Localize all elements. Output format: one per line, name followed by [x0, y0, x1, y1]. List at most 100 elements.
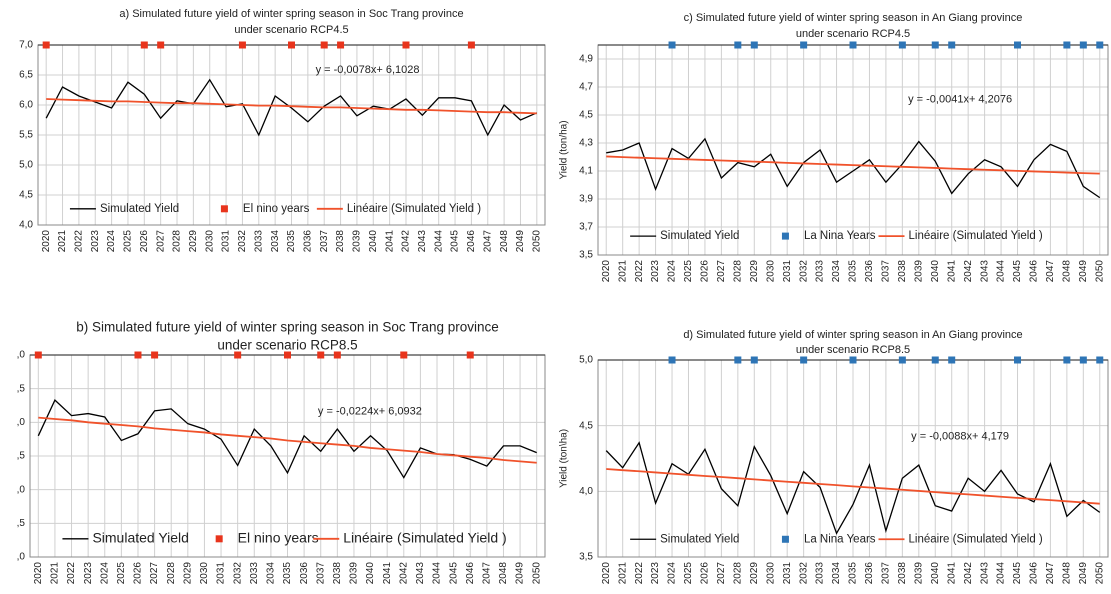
x-tick-label: 2029: [188, 230, 199, 253]
event-marker: [400, 351, 408, 359]
x-tick-label: 2030: [765, 260, 776, 283]
legend-label: Simulated Yield: [660, 533, 739, 545]
x-tick-label: 2027: [155, 230, 166, 253]
x-tick-label: 2023: [650, 562, 661, 585]
x-tick-label: 2035: [286, 230, 297, 253]
x-tick-label: 2028: [732, 562, 743, 585]
x-tick-label: 2021: [50, 562, 61, 585]
x-tick-label: 2022: [634, 260, 645, 283]
legend-swatch: [781, 232, 789, 240]
event-marker: [333, 351, 341, 359]
x-tick-label: 2047: [482, 230, 493, 253]
chart-title: under scenario RCP4.5: [234, 24, 348, 36]
x-tick-label: 2027: [716, 260, 727, 283]
x-tick-label: 2044: [996, 562, 1007, 585]
x-tick-label: 2047: [1045, 260, 1056, 283]
y-tick-label: 5,5: [19, 130, 33, 141]
x-tick-label: 2042: [963, 260, 974, 283]
x-tick-label: 2048: [1062, 260, 1073, 283]
trend-equation: y = -0,0078x+ 6,1028: [316, 64, 420, 76]
x-tick-label: 2037: [881, 562, 892, 585]
event-marker: [931, 356, 939, 364]
event-marker: [898, 41, 906, 49]
x-tick-label: 2025: [116, 562, 127, 585]
chart-title: c) Simulated future yield of winter spri…: [684, 12, 1023, 24]
y-tick-label: 4,5: [19, 190, 33, 201]
event-marker: [668, 41, 676, 49]
x-tick-label: 2025: [683, 260, 694, 283]
x-tick-label: 2026: [700, 260, 711, 283]
event-marker: [734, 356, 742, 364]
x-tick-label: 2034: [270, 230, 281, 253]
y-tick-label: 6,5: [19, 70, 33, 81]
x-tick-label: 2047: [481, 562, 492, 585]
x-tick-label: 2038: [897, 260, 908, 283]
x-tick-label: 2032: [237, 230, 248, 253]
x-tick-label: 2046: [465, 562, 476, 585]
x-tick-label: 2020: [601, 562, 612, 585]
x-tick-label: 2043: [979, 260, 990, 283]
chart-title: under scenario RCP4.5: [796, 28, 910, 40]
x-tick-label: 2024: [667, 562, 678, 585]
x-tick-label: 2024: [106, 230, 117, 253]
x-tick-label: 2045: [1012, 260, 1023, 283]
x-tick-label: 2031: [216, 562, 227, 585]
x-tick-label: 2041: [946, 562, 957, 585]
x-tick-label: 2034: [266, 562, 277, 585]
x-tick-label: 2048: [1062, 562, 1073, 585]
y-tick-label: 4,7: [579, 82, 593, 93]
x-tick-label: 2050: [1094, 562, 1105, 585]
x-tick-label: 2025: [683, 562, 694, 585]
legend-label: La Nina Years: [804, 230, 876, 242]
x-tick-label: 2037: [315, 562, 326, 585]
x-tick-label: 2038: [335, 230, 346, 253]
x-tick-label: 2045: [1012, 562, 1023, 585]
yield-line: [606, 137, 1101, 199]
legend-swatch: [781, 535, 789, 543]
y-tick-label: 5,0: [579, 355, 593, 366]
x-tick-label: 2020: [41, 230, 52, 253]
trend-equation: y = -0,0041x+ 4,2076: [908, 94, 1012, 106]
event-marker: [849, 356, 857, 364]
legend-label: Linéaire (Simulated Yield ): [343, 530, 506, 546]
legend-swatch: [220, 205, 228, 213]
x-tick-label: 2047: [1045, 562, 1056, 585]
x-tick-label: 2029: [749, 260, 760, 283]
x-tick-label: 2024: [667, 260, 678, 283]
x-tick-label: 2045: [450, 230, 461, 253]
x-tick-label: 2049: [1078, 562, 1089, 585]
x-tick-label: 2037: [319, 230, 330, 253]
event-marker: [317, 351, 325, 359]
x-tick-label: 2038: [332, 562, 343, 585]
x-tick-label: 2038: [897, 562, 908, 585]
event-marker: [734, 41, 742, 49]
event-marker: [750, 356, 758, 364]
y-tick-label: ,0: [17, 552, 26, 563]
x-tick-label: 2042: [398, 562, 409, 585]
x-tick-label: 2030: [199, 562, 210, 585]
y-tick-label: ,5: [17, 451, 26, 462]
legend-label: Linéaire (Simulated Yield ): [909, 533, 1043, 545]
y-tick-label: 4,1: [579, 166, 593, 177]
x-tick-label: 2042: [963, 562, 974, 585]
trend-equation: y = -0,0088x+ 4,179: [911, 431, 1009, 443]
x-tick-label: 2041: [382, 562, 393, 585]
y-tick-label: ,5: [17, 383, 26, 394]
event-marker: [1096, 356, 1104, 364]
x-tick-label: 2030: [204, 230, 215, 253]
x-tick-label: 2025: [123, 230, 134, 253]
x-tick-label: 2041: [946, 260, 957, 283]
x-tick-label: 2040: [365, 562, 376, 585]
x-tick-label: 2026: [133, 562, 144, 585]
event-marker: [337, 41, 345, 49]
legend-label: Linéaire (Simulated Yield ): [347, 203, 481, 215]
y-tick-label: 4,9: [579, 54, 593, 65]
x-tick-label: 2049: [515, 230, 526, 253]
trend-line: [46, 98, 537, 115]
x-tick-label: 2041: [384, 230, 395, 253]
event-marker: [948, 41, 956, 49]
event-marker: [800, 356, 808, 364]
event-marker: [140, 41, 148, 49]
legend-label: Simulated Yield: [660, 230, 739, 242]
